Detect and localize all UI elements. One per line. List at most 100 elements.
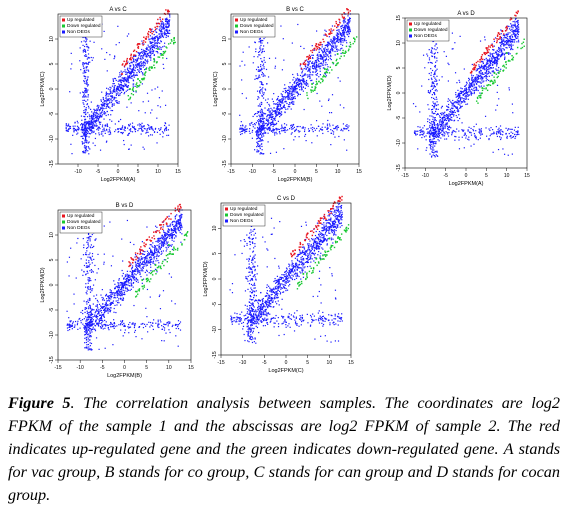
point-non-deg (431, 141, 433, 143)
point-non-deg (259, 137, 261, 139)
point-non-deg (435, 61, 437, 63)
point-non-deg (491, 74, 493, 76)
point-non-deg (85, 149, 87, 151)
point-non-deg (438, 135, 440, 138)
point-non-deg (469, 86, 471, 88)
point-non-deg (340, 25, 343, 27)
point-non-deg (433, 102, 435, 105)
point-non-deg (161, 32, 163, 35)
point-non-deg (95, 120, 97, 123)
point-non-deg (315, 78, 318, 80)
point-non-deg (161, 252, 163, 254)
point-non-deg (262, 97, 265, 99)
point-non-deg (326, 55, 328, 57)
point-non-deg (270, 113, 273, 115)
point-non-deg (496, 57, 499, 59)
point-non-deg (165, 246, 167, 249)
point-non-deg (329, 40, 332, 42)
point-non-deg (239, 65, 241, 67)
point-non-deg (93, 124, 95, 126)
point-non-deg (474, 89, 476, 91)
point-non-deg (259, 128, 261, 130)
point-non-deg (128, 148, 130, 150)
point-non-deg (339, 32, 341, 34)
point-non-deg (506, 35, 508, 37)
point-non-deg (323, 55, 325, 57)
point-non-deg (123, 139, 125, 142)
point-non-deg (448, 115, 450, 117)
point-non-deg (133, 75, 135, 77)
point-non-deg (153, 54, 155, 56)
point-non-deg (435, 150, 437, 153)
point-non-deg (451, 103, 453, 105)
point-non-deg (302, 126, 304, 128)
point-non-deg (164, 239, 166, 242)
point-non-deg (123, 93, 125, 95)
point-non-deg (314, 129, 316, 131)
point-non-deg (155, 247, 157, 249)
point-down-regulated (508, 59, 510, 62)
point-non-deg (317, 60, 320, 62)
point-non-deg (120, 87, 123, 90)
point-non-deg (260, 113, 263, 115)
point-non-deg (479, 132, 481, 135)
point-up-regulated (343, 11, 345, 14)
point-non-deg (309, 66, 311, 68)
point-non-deg (167, 32, 169, 34)
point-non-deg (242, 125, 244, 127)
point-non-deg (281, 107, 283, 109)
point-non-deg (115, 97, 117, 99)
point-non-deg (503, 58, 506, 60)
point-non-deg (109, 88, 111, 91)
point-non-deg (93, 109, 96, 111)
point-non-deg (106, 98, 109, 100)
point-non-deg (442, 135, 444, 137)
point-non-deg (135, 64, 137, 66)
point-non-deg (307, 85, 309, 87)
point-down-regulated (498, 72, 500, 74)
point-non-deg (113, 88, 115, 90)
point-non-deg (425, 139, 427, 141)
point-non-deg (113, 87, 116, 89)
point-non-deg (318, 63, 320, 65)
point-non-deg (123, 127, 126, 129)
data-point-non (85, 88, 87, 90)
point-non-deg (443, 135, 446, 137)
point-non-deg (106, 129, 108, 131)
point-down-regulated (316, 83, 319, 85)
point-non-deg (262, 116, 264, 118)
point-non-deg (441, 127, 443, 129)
point-non-deg (465, 94, 467, 96)
point-non-deg (430, 132, 432, 134)
point-non-deg (91, 121, 93, 123)
point-non-deg (153, 38, 155, 40)
point-non-deg (273, 130, 275, 132)
point-non-deg (435, 104, 437, 106)
point-non-deg (467, 98, 469, 100)
point-non-deg (290, 99, 292, 101)
point-non-deg (318, 66, 320, 68)
point-non-deg (464, 85, 467, 87)
point-non-deg (478, 70, 480, 73)
point-non-deg (153, 131, 156, 133)
point-non-deg (108, 133, 110, 136)
point-non-deg (277, 111, 280, 113)
point-non-deg (161, 23, 163, 25)
point-non-deg (480, 76, 482, 78)
point-non-deg (344, 26, 346, 28)
point-non-deg (79, 124, 82, 126)
point-up-regulated (473, 63, 476, 65)
point-non-deg (323, 56, 325, 58)
point-non-deg (444, 133, 446, 135)
point-non-deg (446, 125, 449, 128)
point-non-deg (463, 68, 465, 70)
point-non-deg (315, 120, 318, 122)
point-non-deg (336, 36, 339, 39)
point-non-deg (498, 132, 500, 134)
point-non-deg (449, 111, 451, 113)
point-non-deg (433, 122, 435, 125)
point-non-deg (81, 119, 83, 121)
point-down-regulated (511, 58, 513, 61)
point-non-deg (324, 34, 327, 36)
point-non-deg (131, 77, 133, 79)
